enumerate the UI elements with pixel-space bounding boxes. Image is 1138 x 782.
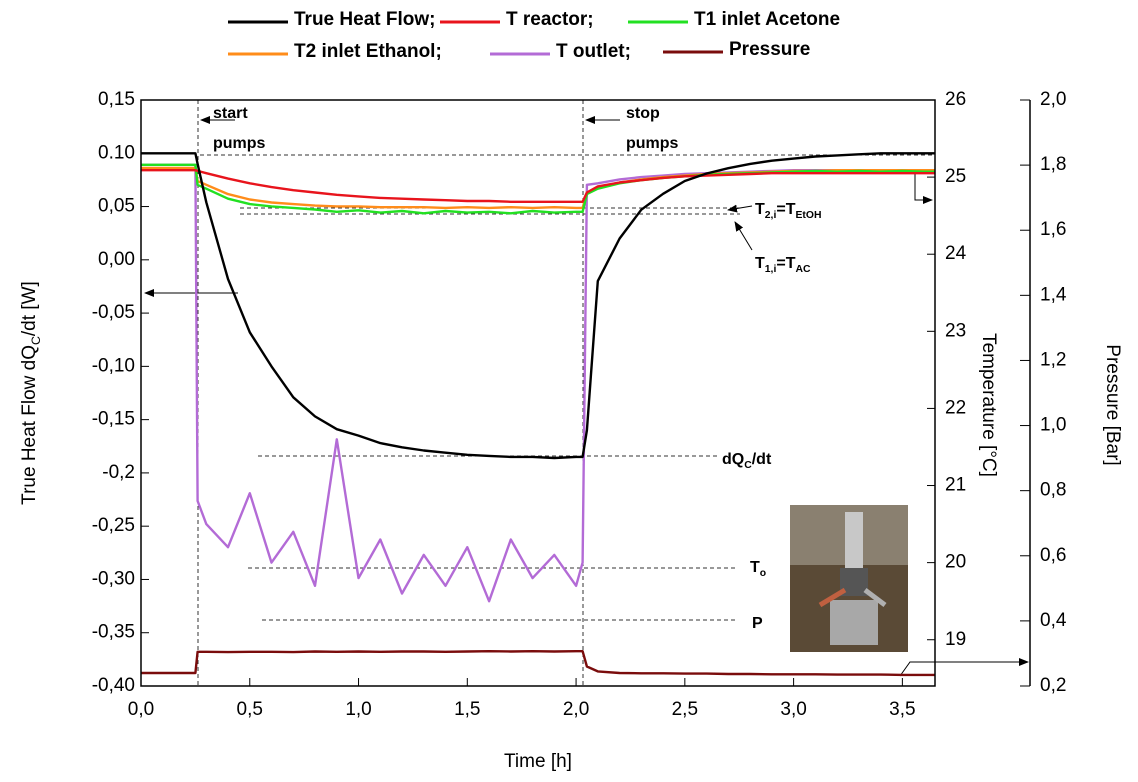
arrow [899,658,1029,677]
y3-tick-label: 0,6 [1040,545,1066,566]
x-tick-label: 3,0 [780,699,806,720]
text-part: start [213,105,248,122]
text-part: dQ [722,451,744,468]
text-part: T [750,559,760,576]
text-part: EtOH [795,210,821,221]
y3-tick-label: 1,8 [1040,154,1066,175]
series-line [141,650,935,677]
photo-part [845,512,863,582]
legend-label: T reactor; [506,9,594,30]
annotation: dQC/dt [722,451,772,471]
y-tick-label: -0,40 [92,675,135,696]
y3-tick-label: 1,6 [1040,219,1066,240]
y-tick-label: -0,05 [92,302,135,323]
y3-tick-label: 0,2 [1040,675,1066,696]
y3-tick-label: 2,0 [1040,89,1066,110]
annotation: pumps [213,135,266,152]
y2-axis-title: Temperature [°C] [978,333,999,477]
annotation: P [752,615,763,632]
x-tick-label: 0,5 [237,699,263,720]
text-part: 2,i [765,210,777,221]
y2-tick-label: 26 [945,89,966,110]
text-part: AC [795,264,811,275]
y-tick-label: -0,35 [92,622,135,643]
y-tick-label: 0,00 [98,249,135,270]
y3-tick-label: 0,4 [1040,610,1067,631]
y-axis-title: True Heat Flow dQC/dt [W] [19,281,43,505]
text-part: C [29,336,43,345]
y2-tick-label: 20 [945,552,966,573]
legend-label: T outlet; [556,41,631,62]
y-tick-label: 0.10 [98,142,135,163]
text-part: P [752,615,763,632]
series-line [141,152,935,460]
annotation: T2,i=TEtOH [755,201,821,221]
text-part: pumps [626,135,679,152]
y2-tick-label: 19 [945,629,966,650]
photo-part [863,588,887,607]
arrow [885,169,933,204]
x-tick-label: 2,0 [563,699,589,720]
series-line [141,163,935,215]
plot [141,152,935,677]
legend-label: T1 inlet Acetone [694,9,840,30]
series-line [141,169,935,203]
photo-part [830,600,878,645]
y-tick-label: -0,15 [92,409,135,430]
text-part: T [755,255,765,272]
plot-frame [140,99,936,687]
text-part: T [755,201,765,218]
text-part: 1,i [765,264,777,275]
y2-tick-label: 22 [945,397,966,418]
text-part: C [744,460,752,471]
y-tick-label: -0,30 [92,568,135,589]
arrow [734,221,753,251]
text-part: /dt [W] [19,281,40,336]
y3-tick-label: 1,2 [1040,349,1066,370]
x-tick-label: 3,5 [889,699,915,720]
legend-label: True Heat Flow; [294,9,435,30]
y2-tick-label: 24 [945,243,967,264]
photo-inset [790,505,908,652]
y2-tick-label: 25 [945,166,966,187]
legend-label: Pressure [729,39,810,60]
text-part: =T [776,255,795,272]
y3-tick-label: 1,4 [1040,284,1067,305]
y3-axis-title: Pressure [Bar] [1102,344,1123,465]
annotation: pumps [626,135,679,152]
x-tick-label: 2,5 [672,699,698,720]
arrow [727,204,753,213]
x-tick-label: 1,0 [345,699,371,720]
y2-tick-label: 23 [945,320,966,341]
annotation: To [750,559,766,579]
x-tick-label: 1,5 [454,699,480,720]
text-part: =T [776,201,795,218]
y-tick-label: 0,15 [98,89,135,110]
y3-tick-label: 1,0 [1040,415,1066,436]
x-axis-title: Time [h] [504,751,572,772]
y-tick-label: -0,25 [92,515,135,536]
annotation: start [213,105,248,122]
text-part: stop [626,105,660,122]
text-part: o [760,568,766,579]
y-tick-label: -0,2 [102,462,135,483]
y3-tick-label: 0,8 [1040,480,1066,501]
annotation: stop [626,105,660,122]
y-tick-label: 0,05 [98,196,135,217]
y-tick-label: -0,10 [92,355,135,376]
text-part: True Heat Flow dQ [19,345,40,505]
photo-part [818,587,847,608]
text-part: /dt [752,451,772,468]
text-part: pumps [213,135,266,152]
annotation: T1,i=TAC [755,255,811,275]
x-tick-label: 0,0 [128,699,154,720]
y2-tick-label: 21 [945,475,966,496]
legend-label: T2 inlet Ethanol; [294,41,442,62]
